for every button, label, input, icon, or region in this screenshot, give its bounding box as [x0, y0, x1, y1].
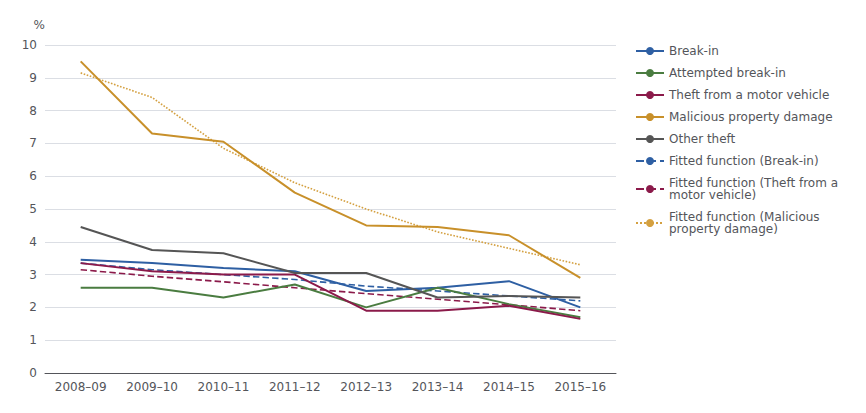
svg-text:Fitted function (Break-in): Fitted function (Break-in): [669, 154, 819, 168]
svg-text:Theft from a motor vehicle: Theft from a motor vehicle: [668, 88, 829, 102]
svg-text:Fitted function (Malicious: Fitted function (Malicious: [669, 210, 820, 224]
svg-text:Break-in: Break-in: [669, 44, 719, 58]
svg-text:10: 10: [22, 38, 37, 52]
svg-text:2013–14: 2013–14: [412, 380, 464, 394]
svg-text:Attempted break-in: Attempted break-in: [669, 66, 786, 80]
svg-text:7: 7: [29, 136, 37, 150]
svg-text:Malicious property damage: Malicious property damage: [669, 110, 833, 124]
svg-text:2008–09: 2008–09: [55, 380, 107, 394]
svg-text:2010–11: 2010–11: [198, 380, 250, 394]
svg-text:%: %: [34, 18, 45, 32]
svg-text:8: 8: [29, 104, 37, 118]
svg-text:2014–15: 2014–15: [483, 380, 535, 394]
svg-text:0: 0: [29, 366, 37, 380]
svg-text:9: 9: [29, 71, 37, 85]
svg-text:2: 2: [29, 300, 37, 314]
svg-text:1: 1: [29, 333, 37, 347]
svg-text:Other theft: Other theft: [669, 132, 736, 146]
svg-text:2009–10: 2009–10: [126, 380, 178, 394]
svg-text:Fitted function (Theft from a: Fitted function (Theft from a: [669, 176, 839, 190]
svg-text:2012–13: 2012–13: [340, 380, 392, 394]
svg-text:2011–12: 2011–12: [269, 380, 321, 394]
svg-text:6: 6: [29, 169, 37, 183]
svg-text:4: 4: [29, 235, 37, 249]
svg-text:5: 5: [29, 202, 37, 216]
svg-text:2015–16: 2015–16: [554, 380, 606, 394]
svg-text:property damage): property damage): [669, 222, 778, 236]
svg-text:3: 3: [29, 268, 37, 282]
svg-text:motor vehicle): motor vehicle): [669, 188, 756, 202]
